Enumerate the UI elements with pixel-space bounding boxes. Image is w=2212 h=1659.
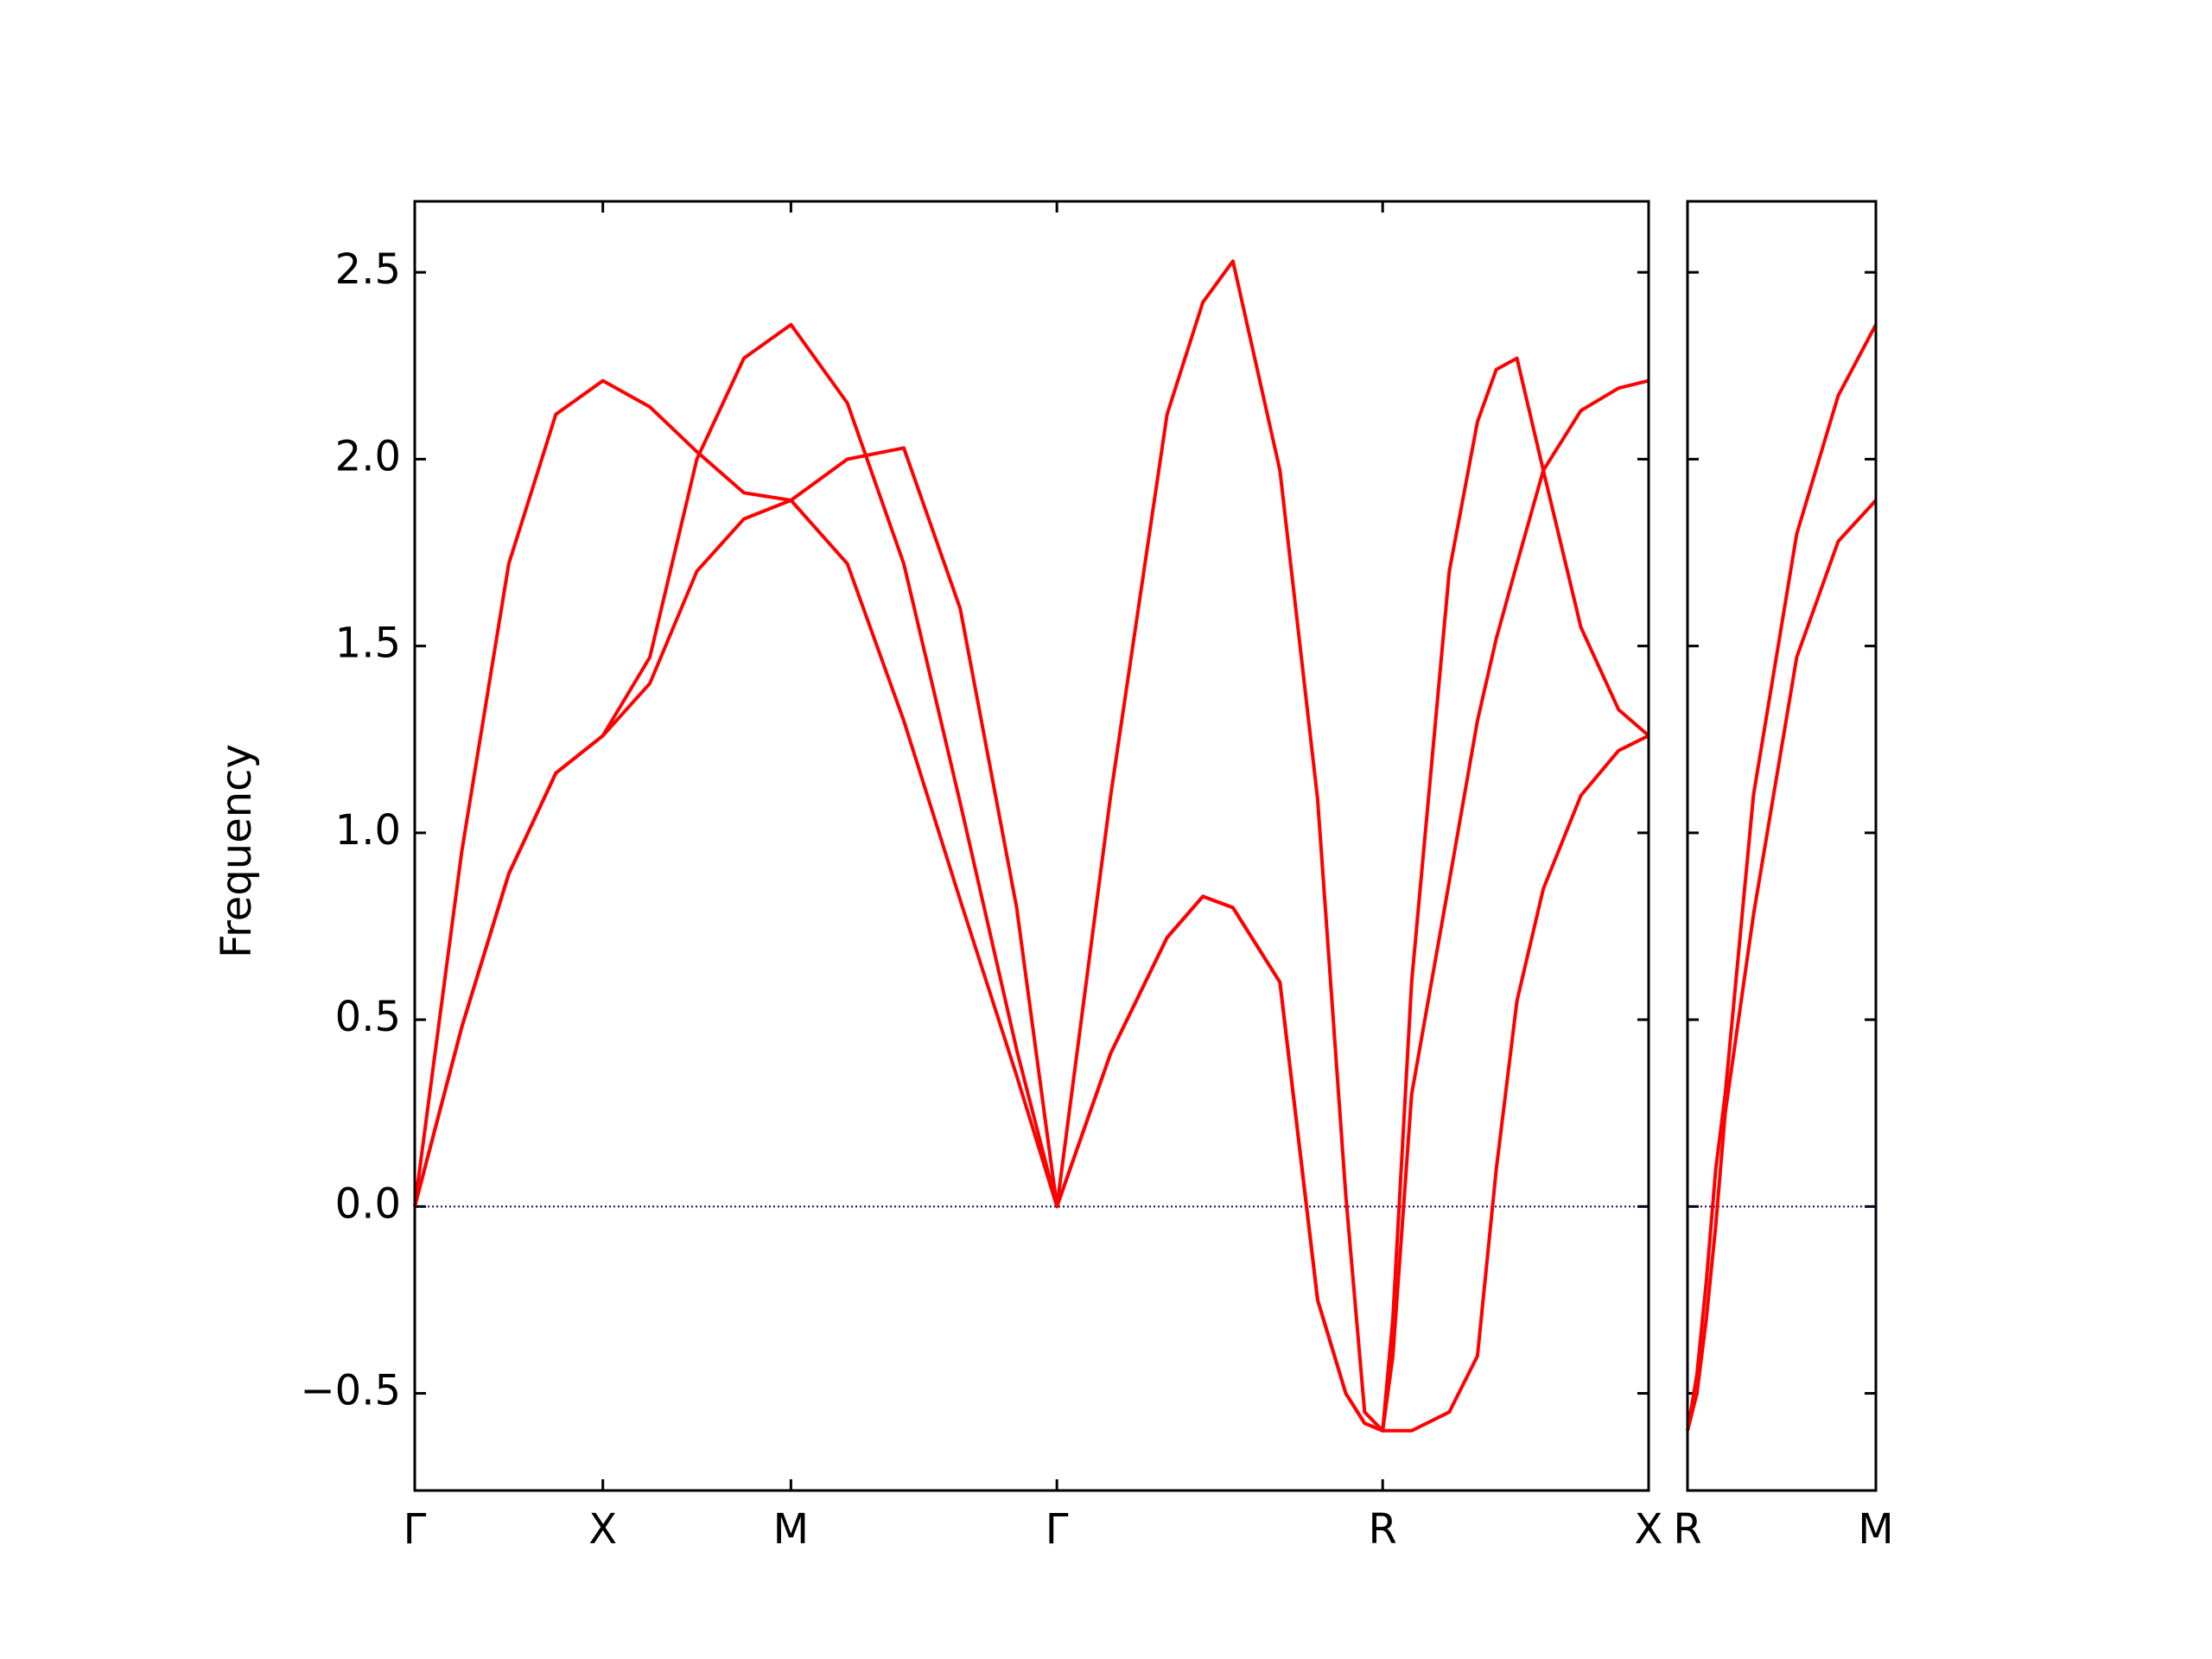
y-tick-label: 2.5 (335, 245, 401, 294)
y-tick-label: 0.5 (335, 993, 401, 1041)
x-tick-label: R (1673, 1505, 1701, 1554)
x-tick-label: X (588, 1505, 617, 1554)
band-line (413, 499, 1649, 1433)
x-tick-label: M (1858, 1505, 1893, 1554)
axes-frame (1686, 200, 1878, 1492)
y-tick-label: 2.0 (335, 432, 401, 480)
band-line (413, 259, 1650, 1433)
y-axis-label: Frequency (213, 744, 261, 958)
x-tick-label: R (1369, 1505, 1397, 1554)
x-tick-label: Γ (1046, 1505, 1069, 1554)
y-tick-label: 0.0 (335, 1179, 401, 1228)
x-tick-label: X (1635, 1505, 1663, 1554)
band-line (1686, 323, 1878, 1432)
band-line (1686, 499, 1878, 1432)
x-tick-label: Γ (404, 1505, 427, 1554)
y-tick-label: −0.5 (300, 1367, 401, 1415)
axes-frame (413, 200, 1650, 1492)
x-tick-label: M (773, 1505, 809, 1554)
y-tick-label: 1.0 (335, 806, 401, 855)
y-tick-label: 1.5 (335, 620, 401, 668)
